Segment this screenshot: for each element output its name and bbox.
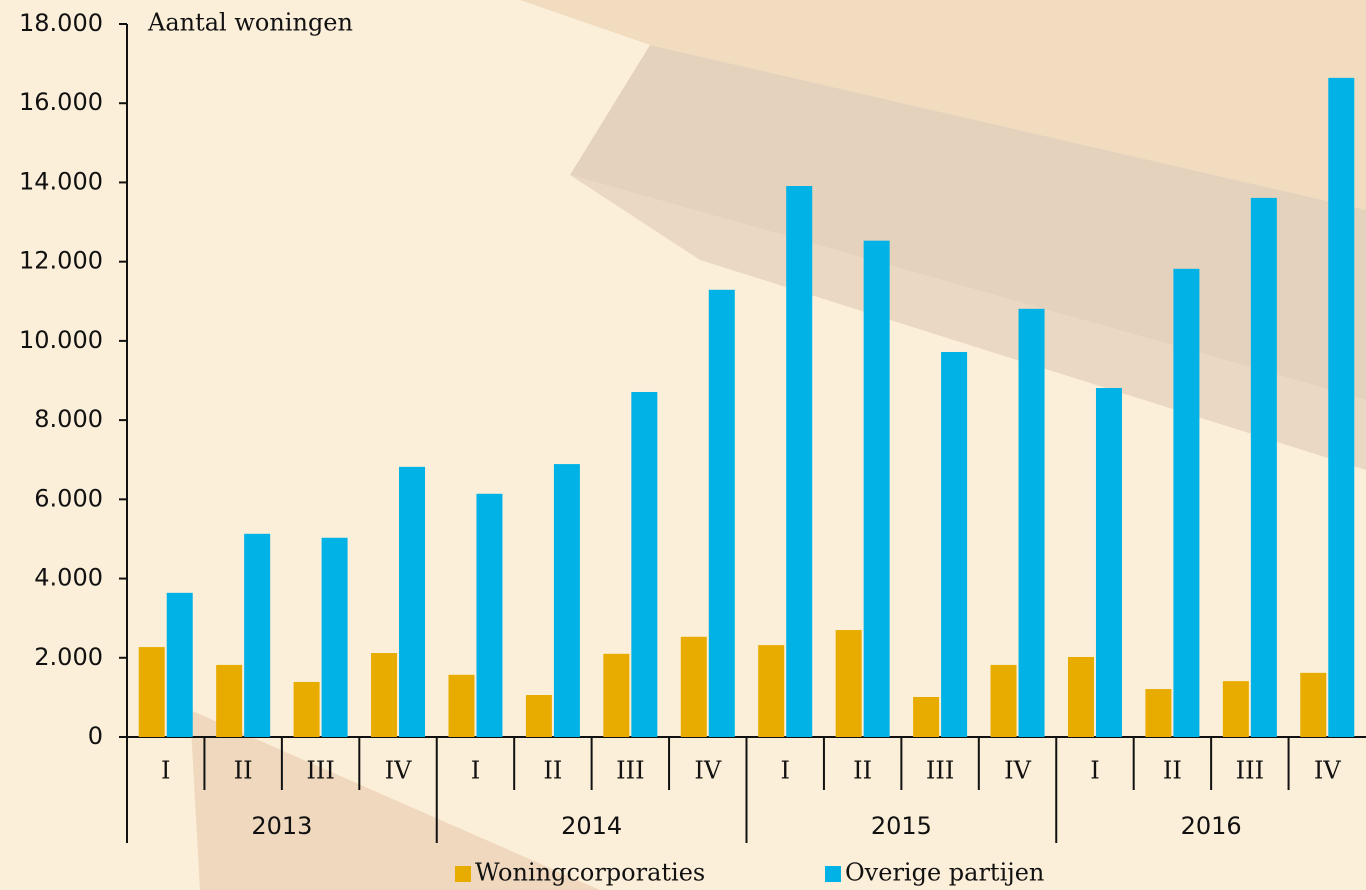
bar	[863, 240, 890, 737]
group-label: 2015	[871, 812, 932, 840]
x-tick-label: II	[1163, 757, 1182, 785]
legend-swatch	[455, 866, 471, 882]
bar	[166, 592, 193, 737]
bar	[371, 653, 398, 737]
bg-shape	[570, 45, 1366, 400]
bar	[631, 391, 658, 737]
y-tick-label: 4.000	[34, 564, 103, 592]
bar	[1328, 77, 1355, 738]
legend-label: Overige partijen	[845, 859, 1044, 887]
bar	[835, 630, 862, 737]
bar	[1145, 689, 1172, 737]
x-tick-label: IV	[1004, 757, 1031, 785]
bar	[1173, 268, 1200, 737]
y-tick-label: 2.000	[34, 643, 103, 671]
x-tick-label: I	[1090, 757, 1099, 785]
x-tick-label: III	[1236, 757, 1264, 785]
legend-swatch	[825, 866, 841, 882]
bar	[321, 537, 348, 737]
x-tick-label: II	[853, 757, 872, 785]
bar	[680, 636, 707, 737]
bg-shape	[570, 175, 1366, 470]
x-tick-label: III	[306, 757, 334, 785]
legend-label: Woningcorporaties	[475, 859, 705, 887]
bar	[1018, 308, 1045, 737]
y-tick-label: 10.000	[19, 326, 103, 354]
bar	[941, 351, 968, 737]
bar	[913, 696, 940, 737]
x-tick-label: II	[543, 757, 562, 785]
bar	[708, 289, 735, 737]
bar	[786, 186, 813, 737]
x-tick-label: I	[161, 757, 170, 785]
bar	[1095, 388, 1122, 737]
bg-shape	[190, 710, 600, 890]
bar	[399, 466, 426, 737]
x-tick-label: IV	[1314, 757, 1341, 785]
bar	[244, 533, 271, 737]
y-tick-label: 16.000	[19, 88, 103, 116]
x-tick-label: IV	[385, 757, 412, 785]
bar	[525, 695, 552, 737]
x-tick-label: I	[471, 757, 480, 785]
bar	[293, 681, 320, 737]
x-tick-label: II	[234, 757, 253, 785]
bar	[138, 647, 165, 737]
y-tick-label: 12.000	[19, 247, 103, 275]
bar	[1222, 681, 1249, 737]
bar	[448, 674, 475, 737]
y-tick-label: 0	[88, 722, 103, 750]
y-tick-label: 14.000	[19, 167, 103, 195]
bar	[1250, 197, 1277, 738]
bar	[1300, 672, 1327, 737]
y-axis-label: Aantal woningen	[147, 9, 353, 37]
bar	[476, 493, 503, 737]
bar	[758, 645, 785, 737]
x-tick-label: III	[616, 757, 644, 785]
x-tick-label: I	[780, 757, 789, 785]
background-shapes	[190, 0, 1366, 890]
bar	[990, 664, 1017, 737]
x-tick-label: IV	[694, 757, 721, 785]
bar	[603, 653, 630, 737]
bar	[1067, 656, 1094, 737]
group-label: 2013	[251, 812, 312, 840]
group-label: 2014	[561, 812, 622, 840]
bg-shape	[520, 0, 1366, 210]
group-label: 2016	[1181, 812, 1242, 840]
y-tick-label: 8.000	[34, 405, 103, 433]
bar	[216, 664, 243, 737]
y-tick-label: 6.000	[34, 484, 103, 512]
y-tick-label: 18.000	[19, 9, 103, 37]
bar	[553, 464, 580, 737]
x-tick-label: III	[926, 757, 954, 785]
